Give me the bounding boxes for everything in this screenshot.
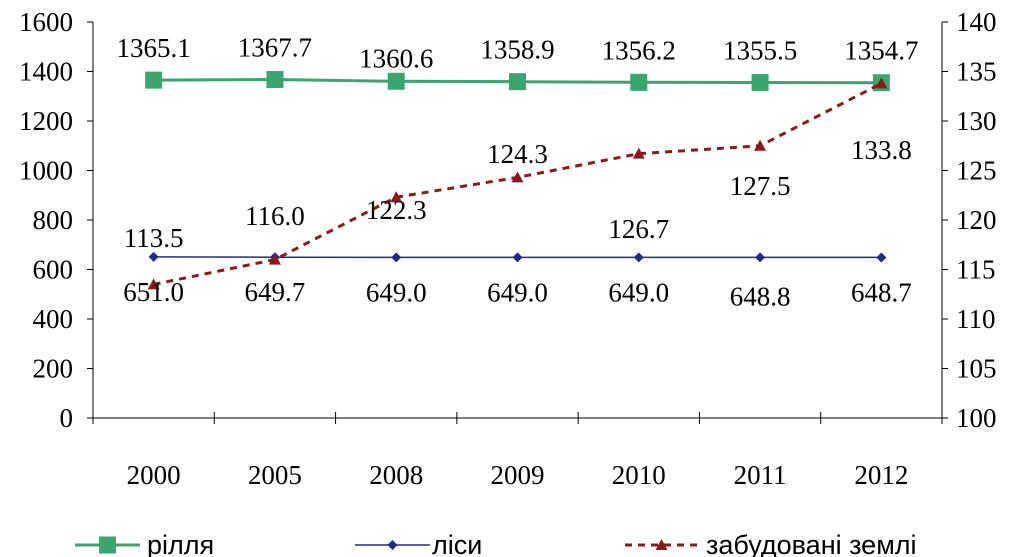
x-tick-label: 2005 [248, 460, 302, 490]
data-point-built-up [632, 147, 645, 159]
data-point-forests [391, 252, 402, 263]
data-label-arable: 1356.2 [602, 35, 676, 65]
data-point-built-up [268, 253, 281, 265]
data-label-forests: 651.0 [123, 277, 184, 307]
legend-marker-arable [99, 536, 116, 554]
data-point-built-up [390, 191, 403, 203]
data-label-forests: 648.7 [851, 277, 912, 307]
data-label-built-up: 127.5 [730, 171, 791, 201]
x-tick-label: 2009 [491, 460, 545, 490]
data-label-forests: 649.0 [608, 277, 669, 307]
x-tick-label: 2008 [369, 460, 423, 490]
data-point-built-up [754, 139, 767, 151]
data-label-forests: 649.7 [245, 277, 306, 307]
data-point-forests [755, 252, 766, 263]
axes: 0 200 400 600 800 1000 1200 1400 1600 100 105 110 11… [19, 7, 997, 490]
y-right-tick-label: 105 [956, 354, 997, 384]
y-left-tick-label: 200 [33, 354, 74, 384]
data-point-forests [512, 252, 523, 263]
data-point-arable [509, 73, 526, 91]
series-layer [145, 70, 890, 290]
data-label-arable: 1365.1 [117, 33, 191, 63]
y-left-tick-label: 400 [33, 304, 74, 334]
data-point-forests [148, 251, 159, 262]
y-right-tick-label: 125 [956, 156, 997, 186]
y-left-tick-label: 1600 [19, 7, 73, 37]
x-tick-label: 2011 [734, 460, 787, 490]
data-label-forests: 648.8 [730, 281, 791, 311]
y-left-tick-label: 1000 [19, 156, 73, 186]
data-point-built-up [511, 171, 524, 183]
y-right-tick-label: 135 [956, 57, 997, 87]
data-point-built-up [875, 77, 888, 89]
legend: рілля ліси забудовані землі [75, 530, 917, 557]
data-label-arable: 1360.6 [359, 43, 433, 73]
data-labels: 1365.1 1367.7 1360.6 1358.9 1356.2 1355.5 1354… [117, 32, 919, 311]
legend-label-forests: ліси [432, 530, 482, 557]
y-left-tick-label: 800 [33, 205, 74, 235]
x-tick-label: 2012 [854, 460, 908, 490]
y-right-tick-label: 130 [956, 106, 997, 136]
data-point-arable [630, 73, 648, 91]
data-label-arable: 1367.7 [238, 32, 312, 62]
data-point-built-up [147, 278, 160, 290]
data-point-arable [387, 72, 405, 90]
y-right-tick-label: 110 [956, 304, 996, 334]
y-right-tick-label: 140 [956, 7, 997, 37]
data-label-forests: 649.0 [487, 277, 548, 307]
data-label-built-up: 133.8 [851, 135, 912, 165]
data-point-forests [633, 252, 644, 263]
data-point-arable [751, 74, 769, 92]
data-label-arable: 1355.5 [723, 36, 797, 66]
y-right-tick-label: 100 [956, 403, 997, 433]
legend-marker-forests [387, 540, 398, 550]
y-left-tick-label: 1400 [19, 57, 73, 87]
data-label-arable: 1358.9 [480, 35, 554, 65]
data-label-built-up: 113.5 [124, 223, 184, 253]
y-left-tick-label: 600 [33, 255, 74, 285]
legend-marker-built-up [655, 539, 668, 550]
y-right-tick-label: 120 [956, 205, 997, 235]
legend-label-built-up: забудовані землі [706, 530, 917, 557]
data-label-built-up: 122.3 [366, 195, 427, 225]
data-label-forests: 649.0 [366, 277, 427, 307]
data-label-built-up: 124.3 [487, 139, 548, 169]
data-point-forests [876, 252, 887, 263]
data-label-built-up: 116.0 [245, 201, 305, 231]
data-label-built-up: 126.7 [608, 214, 669, 244]
legend-label-arable: рілля [147, 530, 214, 557]
data-point-arable [266, 70, 284, 88]
x-tick-label: 2010 [612, 460, 666, 490]
y-right-tick-label: 115 [956, 255, 996, 285]
data-label-arable: 1354.7 [844, 36, 918, 66]
y-left-tick-label: 1200 [19, 106, 73, 136]
y-left-tick-label: 0 [60, 403, 74, 433]
x-tick-label: 2000 [127, 460, 181, 490]
data-point-arable [145, 71, 163, 89]
